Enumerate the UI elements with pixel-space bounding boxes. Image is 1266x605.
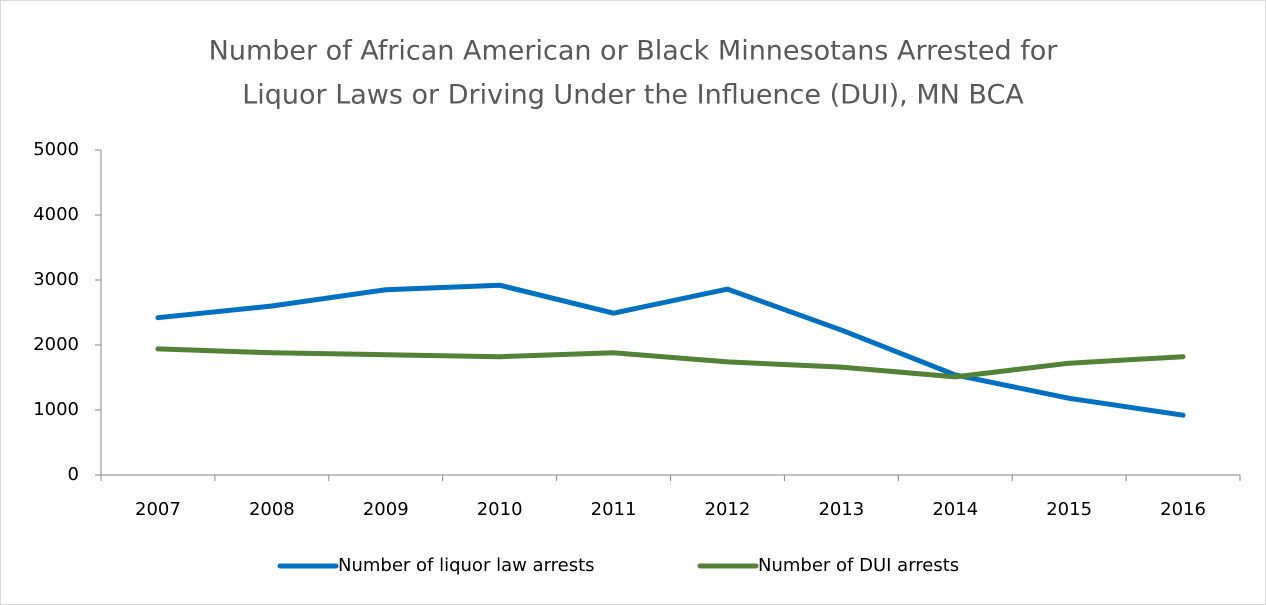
y-tick-label: 2000 bbox=[33, 334, 79, 355]
y-tick-label: 5000 bbox=[33, 139, 79, 160]
legend-label: Number of liquor law arrests bbox=[338, 555, 595, 576]
y-tick-label: 1000 bbox=[33, 399, 79, 420]
x-tick-label: 2008 bbox=[249, 499, 295, 520]
x-tick-label: 2007 bbox=[135, 499, 181, 520]
x-tick-label: 2015 bbox=[1046, 499, 1092, 520]
y-tick-label: 4000 bbox=[33, 204, 79, 225]
chart-title: Liquor Laws or Driving Under the Influen… bbox=[242, 80, 1024, 111]
series-line bbox=[155, 346, 1186, 380]
legend-label: Number of DUI arrests bbox=[758, 555, 959, 576]
y-tick-label: 3000 bbox=[33, 269, 79, 290]
y-tick-label: 0 bbox=[68, 464, 79, 485]
chart-title: Number of African American or Black Minn… bbox=[209, 36, 1059, 67]
x-tick-label: 2012 bbox=[705, 499, 751, 520]
x-tick-label: 2016 bbox=[1160, 499, 1206, 520]
series-line bbox=[155, 282, 1186, 418]
x-tick-label: 2009 bbox=[363, 499, 409, 520]
x-tick-label: 2010 bbox=[477, 499, 523, 520]
x-tick-label: 2014 bbox=[932, 499, 978, 520]
x-tick-label: 2013 bbox=[818, 499, 864, 520]
x-tick-label: 2011 bbox=[591, 499, 637, 520]
